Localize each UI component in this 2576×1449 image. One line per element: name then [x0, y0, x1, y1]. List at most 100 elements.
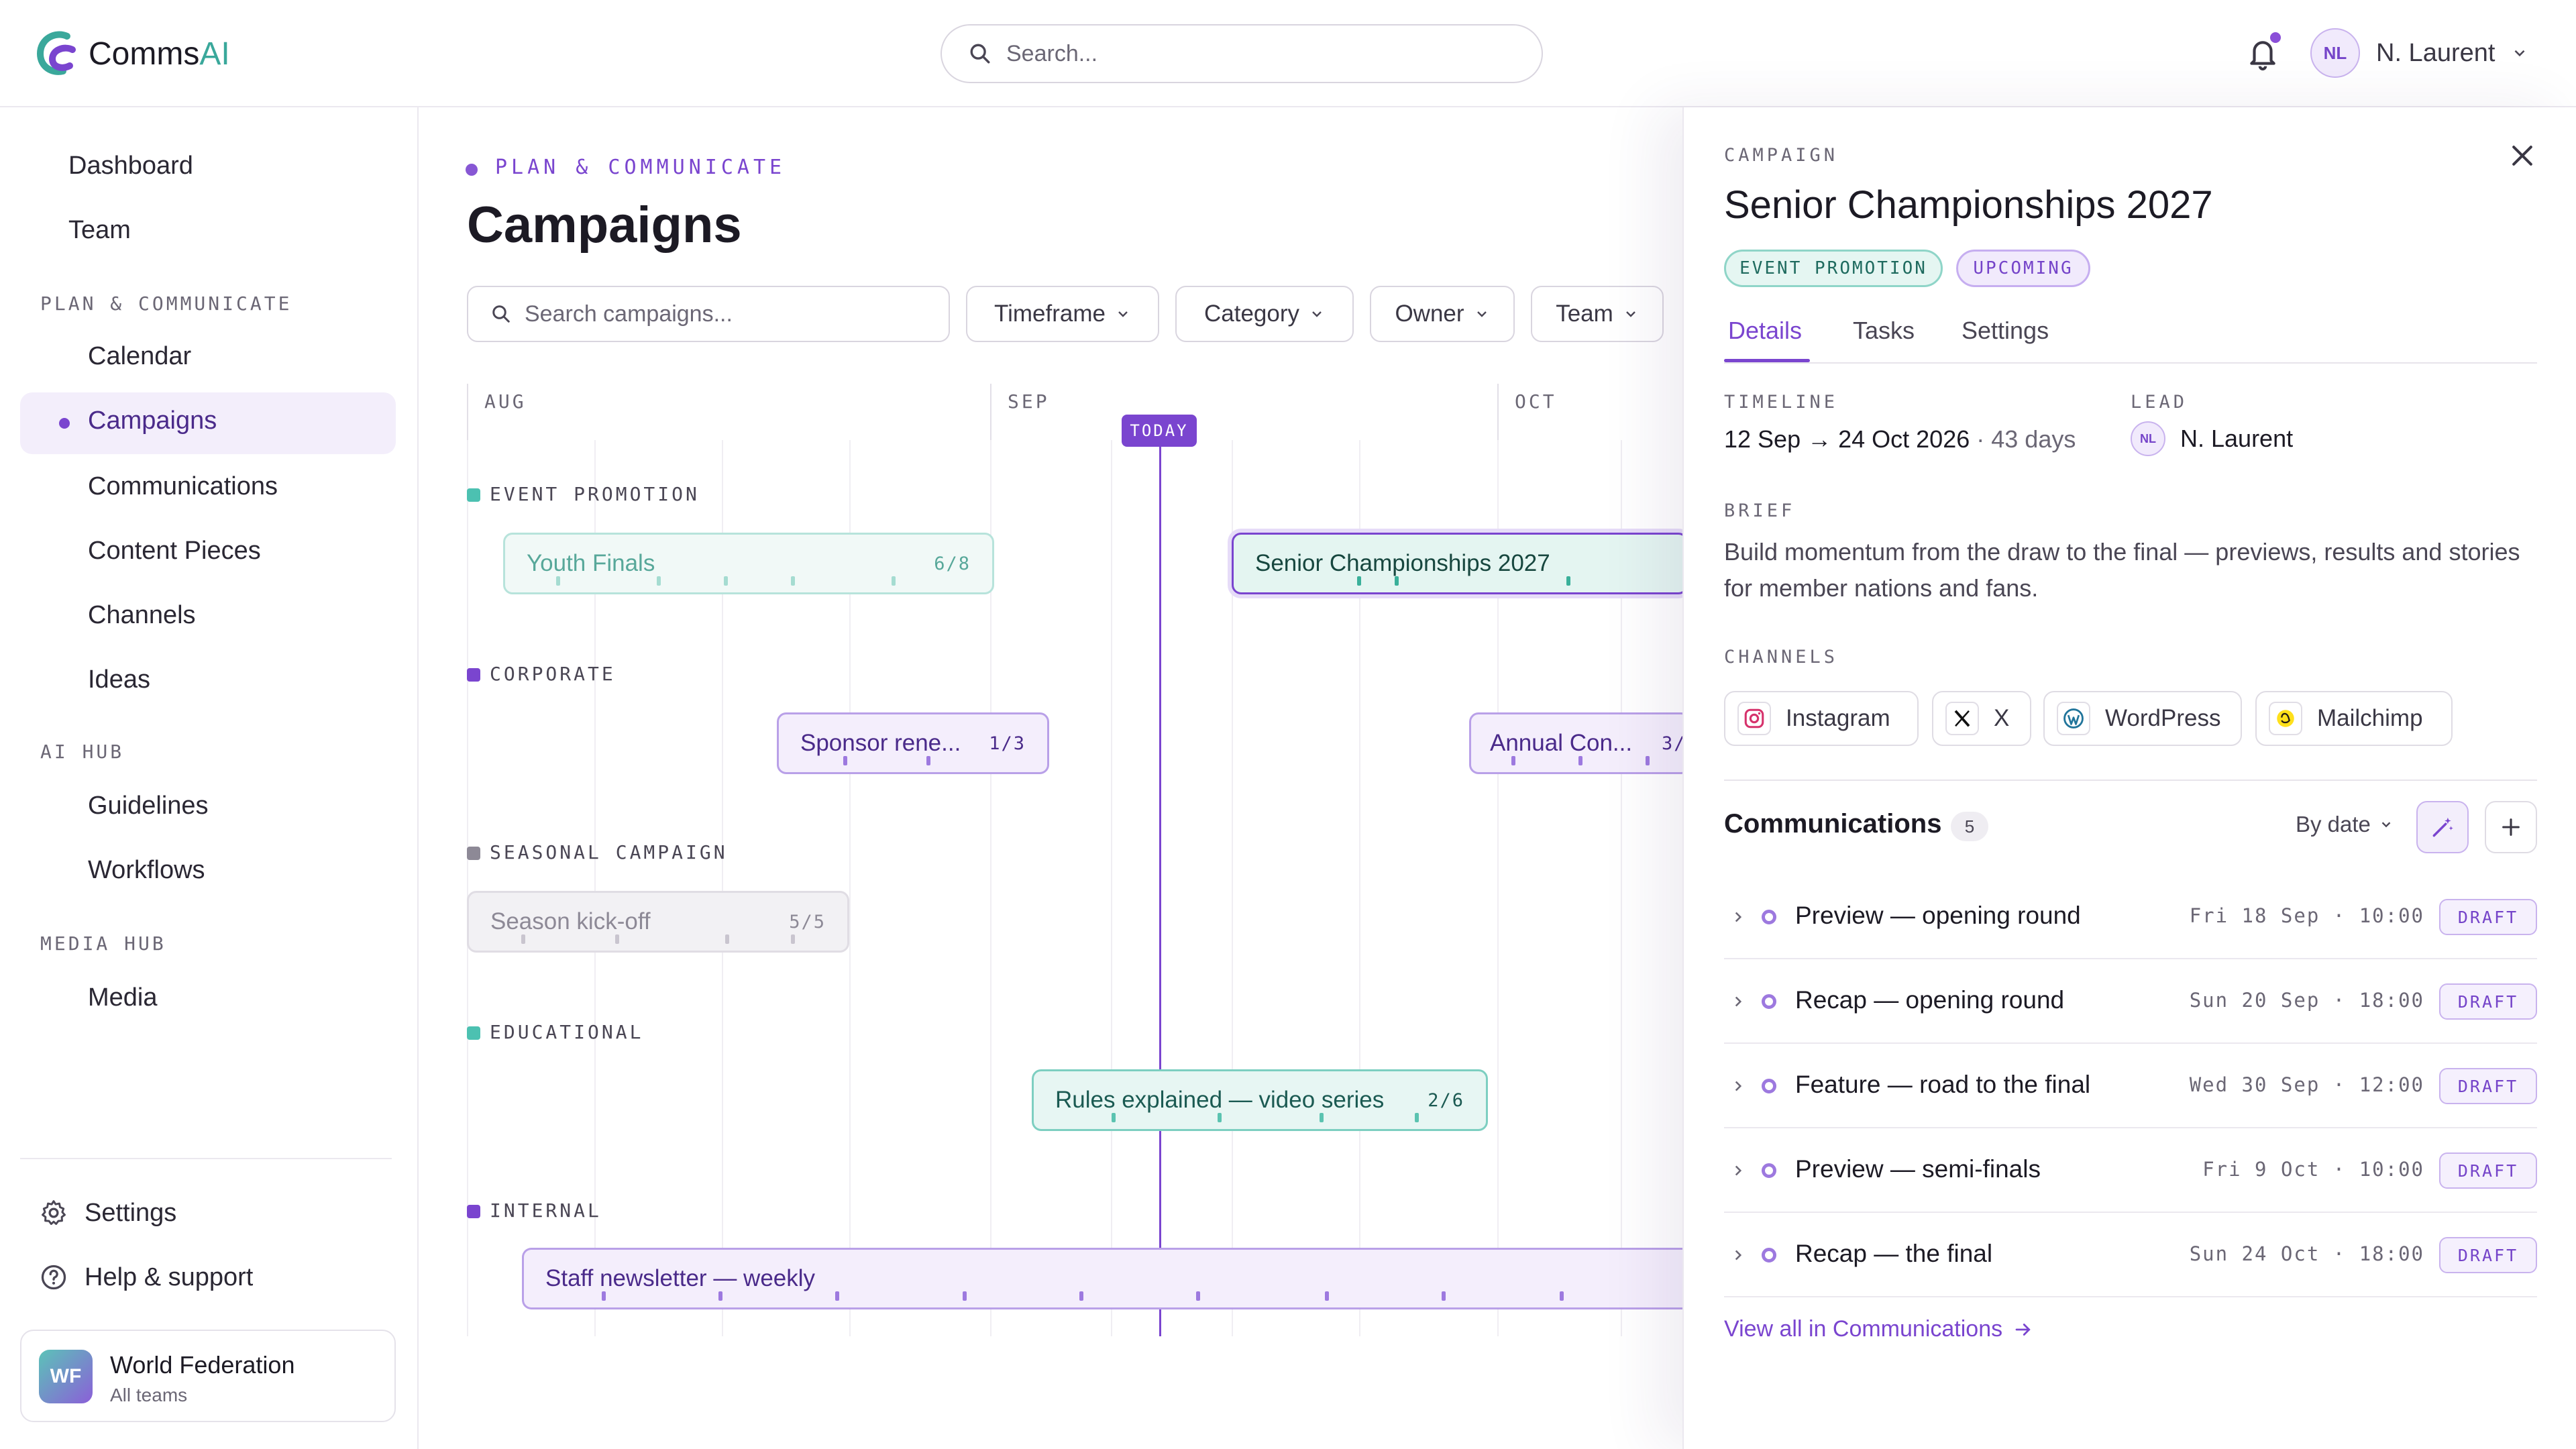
communication-tick [791, 934, 795, 944]
campaign-bar-label: Staff newsletter — weekly [545, 1265, 816, 1291]
global-search[interactable] [941, 24, 1543, 83]
chevron-down-icon [2515, 50, 2525, 57]
channel-icon-frame [2269, 702, 2302, 735]
filter-team[interactable]: Team [1531, 286, 1664, 342]
sidebar-item-dashboard[interactable]: Dashboard [68, 152, 193, 180]
communication-row[interactable]: Recap — the final Sun 24 Oct · 18:00 DRA… [1724, 1213, 2537, 1297]
sidebar-settings[interactable]: Settings [39, 1198, 176, 1228]
month-divider [467, 384, 468, 447]
channel-wordpress[interactable]: WordPress [2043, 691, 2242, 746]
channel-x[interactable]: X [1932, 691, 2031, 746]
communication-date: Sun 24 Oct · 18:00 [2189, 1242, 2424, 1265]
communication-tick [1325, 1291, 1329, 1301]
app-logo[interactable]: CommsAI [35, 30, 230, 78]
group-label-event-promotion: EVENT PROMOTION [490, 483, 700, 505]
sidebar-item-campaigns[interactable]: Campaigns [88, 407, 217, 435]
sidebar-item-calendar[interactable]: Calendar [88, 342, 192, 370]
add-communication-button[interactable] [2485, 801, 2537, 853]
brief-text: Build momentum from the draw to the fina… [1724, 538, 2520, 602]
campaign-bar-count: 2/6 [1428, 1089, 1464, 1111]
sidebar-item-guidelines[interactable]: Guidelines [88, 792, 209, 820]
campaign-search-input[interactable] [523, 300, 902, 328]
lead-name: N. Laurent [2180, 425, 2294, 452]
grid-line [594, 440, 596, 1336]
sidebar-item-ideas[interactable]: Ideas [88, 665, 150, 694]
sidebar-divider [20, 1158, 392, 1159]
x-icon [1954, 710, 1970, 727]
month-divider [1497, 384, 1499, 447]
chevron-down-icon [1625, 311, 1635, 317]
communication-row[interactable]: Preview — semi-finals Fri 9 Oct · 10:00 … [1724, 1128, 2537, 1213]
communication-row[interactable]: Recap — opening round Sun 20 Sep · 18:00… [1724, 959, 2537, 1044]
sidebar-item-workflows[interactable]: Workflows [88, 856, 205, 884]
communication-tick [1395, 576, 1399, 586]
tab-settings[interactable]: Settings [1962, 317, 2049, 344]
campaign-bar-label: Senior Championships 2027 [1255, 550, 1550, 576]
campaign-bar-sponsor-renewal[interactable]: Sponsor rene... 1/3 [777, 712, 1049, 774]
filter-category[interactable]: Category [1175, 286, 1354, 342]
channel-label: Instagram [1786, 705, 1890, 731]
filter-timeframe[interactable]: Timeframe [966, 286, 1159, 342]
channel-mailchimp[interactable]: Mailchimp [2255, 691, 2453, 746]
status-badge: DRAFT [2439, 1237, 2537, 1273]
group-label-seasonal-campaign: SEASONAL CAMPAIGN [490, 841, 728, 863]
ai-generate-button[interactable] [2416, 801, 2469, 853]
wordpress-icon [2063, 708, 2084, 729]
timeline-value: 12 Sep → 24 Oct 2026 · 43 days [1724, 425, 2076, 453]
campaign-bar-rules-explained[interactable]: Rules explained — video series 2/6 [1032, 1069, 1488, 1131]
view-all-link[interactable]: View all in Communications [1724, 1316, 2033, 1342]
campaign-bar-count: 6/8 [934, 553, 971, 574]
campaign-bar-staff-newsletter[interactable]: Staff newsletter — weekly [522, 1248, 1689, 1309]
tab-details[interactable]: Details [1728, 317, 1803, 344]
org-switcher[interactable]: WF World Federation All teams [20, 1330, 396, 1422]
campaign-bar-youth-finals[interactable]: Youth Finals 6/8 [503, 533, 994, 594]
section-divider [1724, 780, 2537, 781]
help-label: Help & support [85, 1263, 254, 1291]
chevron-right-icon[interactable] [1729, 993, 1747, 1010]
communication-name: Preview — opening round [1795, 902, 2081, 929]
campaign-bar-annual-conference[interactable]: Annual Con... 3/ [1469, 712, 1690, 774]
chevron-right-icon[interactable] [1729, 1246, 1747, 1264]
month-label-oct: OCT [1515, 390, 1557, 413]
user-menu[interactable]: NL N. Laurent [2310, 28, 2528, 78]
chevron-right-icon[interactable] [1729, 1077, 1747, 1095]
sort-dropdown[interactable]: By date [2296, 812, 2394, 837]
sidebar-item-channels[interactable]: Channels [88, 601, 196, 629]
communication-date: Wed 30 Sep · 12:00 [2189, 1073, 2424, 1096]
sidebar-item-content-pieces[interactable]: Content Pieces [88, 537, 261, 565]
communication-tick [725, 934, 729, 944]
sidebar-item-media[interactable]: Media [88, 983, 158, 1012]
sidebar-item-team[interactable]: Team [68, 216, 131, 244]
help-icon [41, 1265, 66, 1290]
group-color-dot [467, 1026, 480, 1040]
communication-date: Fri 18 Sep · 10:00 [2189, 904, 2424, 927]
sidebar-section-plan: PLAN & COMMUNICATE [40, 292, 292, 315]
status-badge: DRAFT [2439, 983, 2537, 1020]
global-search-input[interactable] [1005, 40, 1477, 68]
channel-instagram[interactable]: Instagram [1724, 691, 1919, 746]
chevron-right-icon[interactable] [1729, 1162, 1747, 1179]
sidebar-help[interactable]: Help & support [39, 1263, 253, 1292]
avatar: NL [2131, 421, 2165, 456]
sidebar-item-communications[interactable]: Communications [88, 472, 278, 500]
communication-row[interactable]: Preview — opening round Fri 18 Sep · 10:… [1724, 875, 2537, 959]
filter-owner[interactable]: Owner [1370, 286, 1515, 342]
close-icon[interactable] [2508, 141, 2537, 170]
chevron-right-icon[interactable] [1729, 908, 1747, 926]
active-tab-indicator [1724, 359, 1810, 362]
communication-tick [602, 1291, 606, 1301]
campaign-bar-season-kick-off[interactable]: Season kick-off 5/5 [467, 891, 849, 953]
org-subtitle: All teams [110, 1385, 188, 1405]
campaign-search[interactable] [467, 286, 950, 342]
today-marker-line [1159, 437, 1161, 1336]
communication-row[interactable]: Feature — road to the final Wed 30 Sep ·… [1724, 1044, 2537, 1128]
tab-tasks[interactable]: Tasks [1853, 317, 1915, 344]
communication-tick [1442, 1291, 1446, 1301]
communications-heading: Communications [1724, 809, 1942, 839]
grid-line [849, 440, 851, 1336]
campaign-bar-senior-championships[interactable]: Senior Championships 2027 [1232, 533, 1688, 594]
campaign-bar-count: 3/ [1662, 733, 1686, 754]
today-marker-label: TODAY [1122, 415, 1197, 447]
communication-tick [1357, 576, 1361, 586]
bell-icon[interactable] [2246, 35, 2279, 72]
